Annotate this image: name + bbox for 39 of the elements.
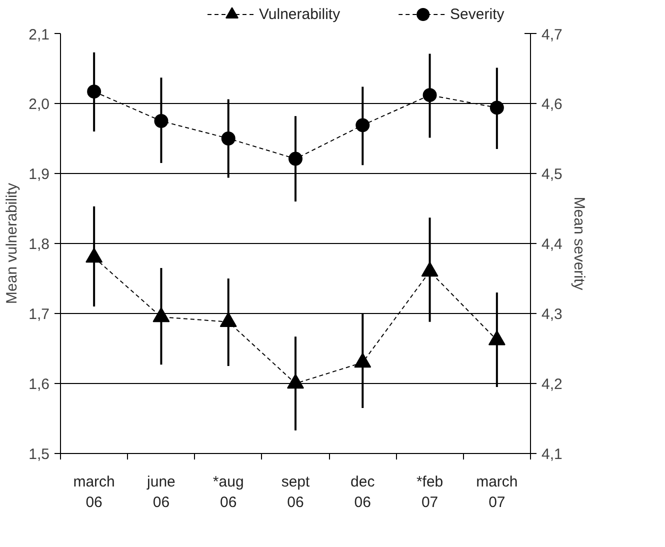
legend-label: Severity: [450, 6, 505, 23]
y-tick-label: 2,1: [28, 26, 50, 44]
x-tick-label: june 06: [146, 474, 176, 511]
y-tick-label: 1,9: [28, 166, 50, 183]
x-tick-label: *feb 07: [416, 474, 444, 511]
point: [422, 88, 437, 102]
point: [220, 312, 237, 328]
point: [221, 132, 236, 146]
y-tick-label: 1,7: [28, 306, 50, 323]
y-tick-label: 1,8: [28, 236, 50, 253]
y-tick-label: 1,5: [28, 446, 50, 463]
y-axis-title: Mean vulnerability: [4, 182, 21, 304]
y-tick-label: 2,0: [28, 96, 50, 113]
point: [87, 84, 102, 99]
point: [354, 352, 372, 368]
y2-tick-label: 4,1: [542, 446, 562, 463]
x-tick-label: sept 06: [281, 474, 311, 511]
point: [288, 152, 302, 166]
y-tick-label: 1,6: [28, 376, 50, 393]
y2-tick-label: 4,3: [542, 306, 562, 323]
point: [86, 248, 103, 263]
point: [421, 262, 438, 277]
point: [287, 374, 304, 389]
x-tick-label: march 06: [73, 474, 115, 511]
y2-tick-label: 4,2: [542, 376, 562, 393]
point: [356, 118, 370, 132]
point: [152, 307, 170, 322]
y2-tick-label: 4,6: [542, 96, 562, 113]
point: [488, 330, 506, 346]
point: [154, 114, 168, 128]
y2-tick-label: 4,4: [542, 236, 562, 253]
x-tick-label: *aug 06: [212, 474, 244, 511]
x-tick-label: march 07: [476, 474, 518, 511]
y2-axis-title: Mean severity: [570, 196, 588, 291]
x-tick-label: dec 06: [350, 474, 376, 511]
point: [490, 100, 504, 115]
y2-tick-label: 4,7: [542, 26, 562, 44]
legend-label: Vulnerability: [258, 6, 341, 23]
y2-tick-label: 4,5: [542, 166, 562, 183]
